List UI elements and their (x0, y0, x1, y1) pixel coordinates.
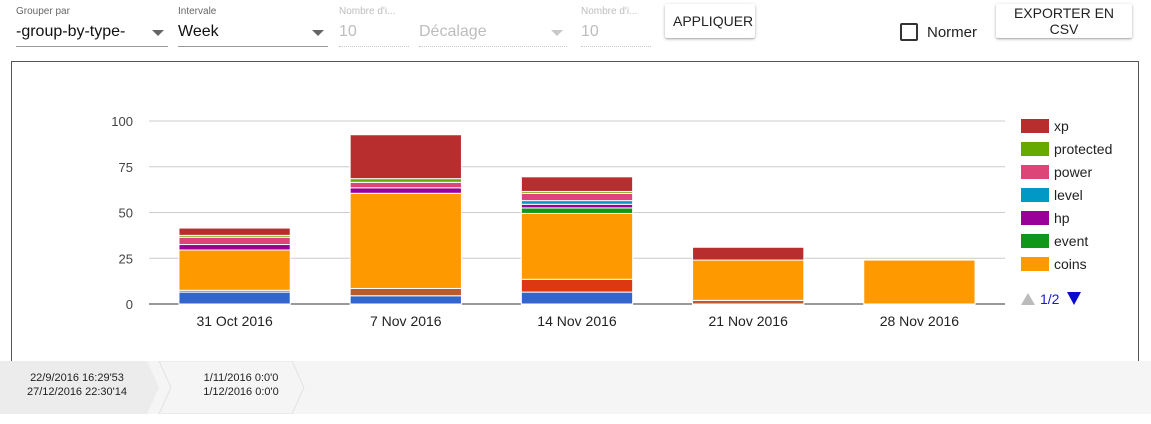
y-tick-label: 100 (111, 114, 133, 129)
offset-select[interactable]: Décalage (419, 6, 567, 47)
timeline-range-full-end: 27/12/2016 22:30'14 (27, 386, 127, 398)
timeline-range-full-start: 22/9/2016 16:29'53 (30, 372, 124, 384)
bar-segment[interactable] (692, 259, 805, 301)
count-field-1[interactable]: Nombre d'i... 10 (339, 6, 409, 47)
y-tick-label: 75 (119, 160, 133, 175)
bar-segment[interactable] (520, 207, 634, 214)
bar-segment[interactable] (178, 291, 291, 305)
legend-swatch (1021, 234, 1049, 248)
legend-label: protected (1054, 141, 1112, 157)
x-tick-label: 7 Nov 2016 (370, 313, 442, 329)
legend-label: level (1054, 187, 1083, 203)
legend-label: xp (1054, 118, 1069, 134)
bar-segment[interactable] (520, 212, 634, 280)
y-tick-label: 25 (119, 251, 133, 266)
bar-segment[interactable] (349, 134, 462, 180)
normalize-label: Normer (927, 23, 978, 41)
bar-segment[interactable] (349, 181, 462, 189)
bar-segment[interactable] (520, 192, 634, 202)
interval-selected: Week (178, 23, 219, 40)
bar-segment[interactable] (349, 187, 462, 194)
x-tick-label: 21 Nov 2016 (708, 313, 788, 329)
x-tick-label: 14 Nov 2016 (537, 313, 617, 329)
legend-swatch (1021, 165, 1049, 179)
bar-segment[interactable] (349, 295, 462, 305)
timeline-segments-icon (0, 361, 305, 414)
legend-label: power (1054, 164, 1092, 180)
bar-segment[interactable] (178, 236, 291, 246)
legend-page-indicator: 1/2 (1040, 291, 1060, 307)
timeline-range-selected-start: 1/11/2016 0:0'0 (203, 372, 279, 384)
chevron-down-icon[interactable] (551, 30, 563, 36)
offset-value[interactable]: Décalage (419, 18, 567, 47)
checkbox-icon[interactable] (900, 23, 918, 41)
group-by-value[interactable]: -group-by-type- (16, 18, 168, 47)
offset-placeholder: Décalage (419, 23, 487, 40)
bar-segment[interactable] (349, 192, 462, 289)
legend-swatch (1021, 119, 1049, 133)
group-by-label: Grouper par (16, 6, 70, 17)
interval-label: Intervale (178, 6, 217, 17)
bar-segment[interactable] (520, 200, 634, 205)
x-tick-label: 28 Nov 2016 (880, 313, 960, 329)
legend-swatch (1021, 142, 1049, 156)
timeline-range-full[interactable]: 22/9/2016 16:29'53 27/12/2016 22:30'14 (12, 361, 142, 424)
bar-segment[interactable] (520, 291, 634, 305)
chevron-down-icon[interactable] (152, 30, 164, 36)
offset-label (419, 6, 567, 18)
bar-segment[interactable] (178, 244, 291, 251)
bar-segment[interactable] (349, 287, 462, 297)
timeline-bar: 22/9/2016 16:29'53 27/12/2016 22:30'14 1… (0, 361, 1151, 414)
bar-segment[interactable] (520, 203, 634, 209)
chart-container: 0 25 50 75 100 31 Oct 2016 7 Nov 2016 14 Nov 20… (11, 61, 1139, 361)
bar-segment[interactable] (692, 299, 805, 305)
y-tick-label: 50 (119, 206, 133, 221)
stacked-bar-chart: 0 25 50 75 100 31 Oct 2016 7 Nov 2016 14 Nov 20… (111, 114, 1112, 329)
chevron-down-icon[interactable] (312, 30, 324, 36)
y-tick-label: 0 (126, 297, 133, 312)
timeline-range-selected-end: 1/12/2016 0:0'0 (203, 386, 279, 398)
legend-swatch (1021, 211, 1049, 225)
timeline-range-selected[interactable]: 1/11/2016 0:0'0 1/12/2016 0:0'0 (176, 361, 306, 424)
bar-segment[interactable] (178, 227, 291, 236)
interval-select[interactable]: Intervale Week (178, 6, 328, 47)
legend-prev-page-icon[interactable] (1021, 293, 1035, 305)
apply-button[interactable]: APPLIQUER (665, 4, 755, 38)
interval-value[interactable]: Week (178, 18, 328, 47)
legend-label: coins (1054, 256, 1087, 272)
count-field-2-value[interactable]: 10 (581, 18, 651, 47)
bar-segment[interactable] (863, 259, 976, 305)
export-csv-button[interactable]: EXPORTER EN CSV (996, 4, 1132, 38)
legend-label: hp (1054, 210, 1070, 226)
legend-label: event (1054, 233, 1088, 249)
legend-swatch (1021, 188, 1049, 202)
count-field-1-value[interactable]: 10 (339, 18, 409, 47)
x-tick-label: 31 Oct 2016 (196, 313, 272, 329)
bar-segment[interactable] (520, 176, 634, 192)
bar-segment[interactable] (692, 246, 805, 261)
count-field-1-label: Nombre d'i... (339, 6, 396, 17)
legend-swatch (1021, 257, 1049, 271)
bar-segment[interactable] (349, 178, 462, 183)
group-by-select[interactable]: Grouper par -group-by-type- (16, 6, 168, 47)
group-by-selected: -group-by-type- (16, 23, 126, 40)
normalize-checkbox[interactable]: Normer (900, 22, 977, 42)
bar-segment[interactable] (520, 278, 634, 293)
count-field-2[interactable]: Nombre d'i... 10 (581, 6, 651, 47)
count-field-2-label: Nombre d'i... (581, 6, 638, 17)
legend-next-page-icon[interactable] (1067, 292, 1081, 305)
bar-segment[interactable] (178, 249, 291, 291)
